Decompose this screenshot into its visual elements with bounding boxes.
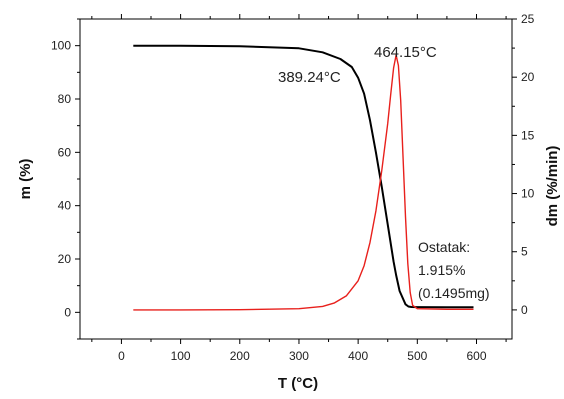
x-axis-title: T (°C) [278, 375, 318, 392]
y-left-tick-label: 100 [51, 39, 71, 53]
derivative-curve [133, 54, 474, 311]
annotation-onset: 389.24°C [278, 69, 341, 86]
y-left-tick-label: 40 [58, 199, 72, 213]
y-right-tick-label: 20 [521, 70, 535, 84]
annotation-peak: 464.15°C [374, 44, 437, 61]
mass-curve [133, 44, 474, 309]
x-tick-label: 500 [407, 349, 427, 363]
y-axis-right-title: dm (%/min) [544, 146, 561, 227]
y-right-tick-label: 10 [521, 187, 535, 201]
y-right-tick-label: 0 [521, 303, 528, 317]
annotation-residue-line2: 1.915% [418, 262, 465, 278]
y-left-tick-label: 60 [58, 145, 72, 159]
y-right-tick-label: 15 [521, 128, 535, 142]
y-left-tick-label: 0 [64, 305, 71, 319]
series-layer [133, 44, 474, 311]
x-tick-label: 100 [171, 349, 191, 363]
annotation-residue-line3: (0.1495mg) [418, 285, 490, 301]
x-tick-label: 200 [230, 349, 250, 363]
y-right-tick-label: 25 [521, 12, 535, 26]
x-tick-label: 400 [348, 349, 368, 363]
y-left-tick-label: 20 [58, 252, 72, 266]
y-left-tick-label: 80 [58, 92, 72, 106]
x-tick-label: 0 [118, 349, 125, 363]
x-tick-label: 300 [289, 349, 309, 363]
annotation-residue-line1: Ostatak: [418, 239, 470, 255]
x-tick-label: 600 [466, 349, 486, 363]
y-axis-left-title: m (%) [17, 159, 34, 200]
y-right-tick-label: 5 [521, 245, 528, 259]
ticks-layer: 0 100 200 300 400 500 600 0 20 40 60 80 100 0 5 10 15 20 2… [51, 12, 535, 363]
